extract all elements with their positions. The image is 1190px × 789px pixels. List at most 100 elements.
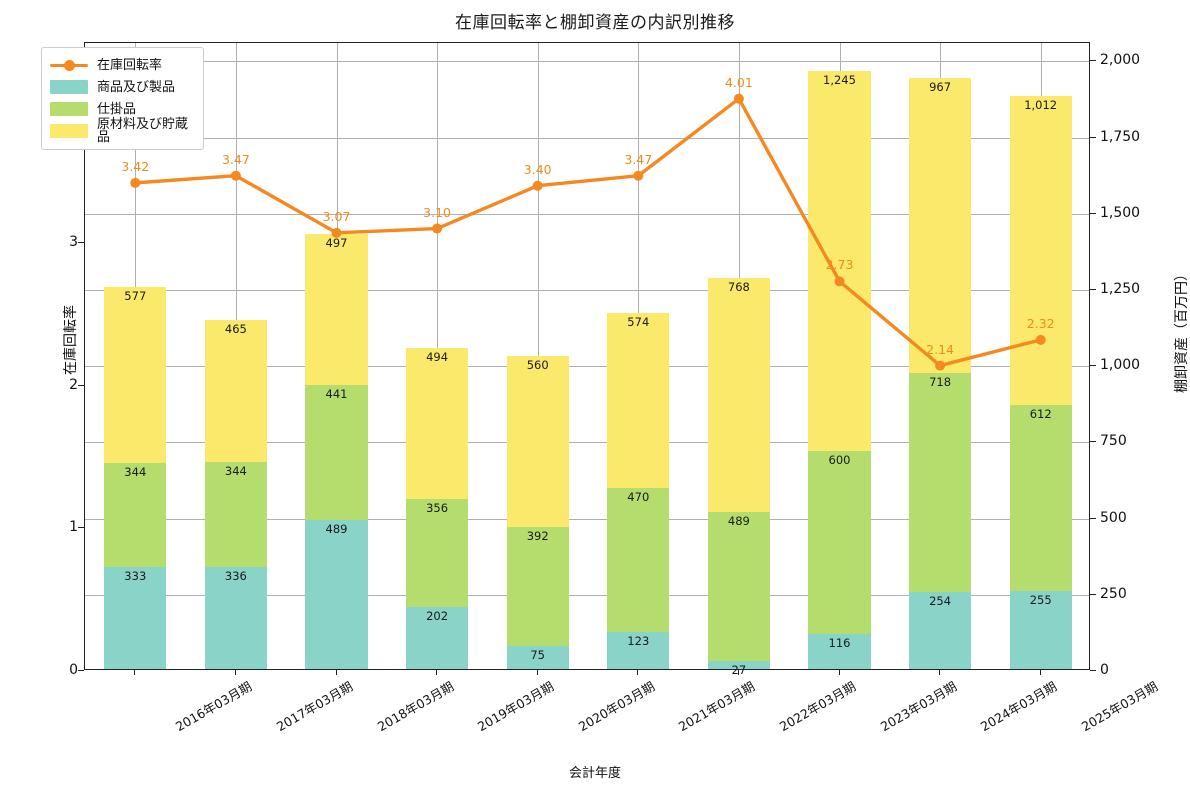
- line-data-point[interactable]: [834, 276, 845, 287]
- bar-group[interactable]: 116 600 1,245: [808, 41, 871, 669]
- bar-segment[interactable]: 718: [908, 372, 972, 592]
- bar-segment[interactable]: 116: [808, 633, 871, 669]
- line-data-point[interactable]: [230, 170, 241, 181]
- bar-group[interactable]: 75 392 560: [506, 41, 569, 669]
- tick-mark: [1090, 212, 1096, 214]
- bar-group[interactable]: 202 356 494: [405, 41, 469, 669]
- tick-mark: [1090, 288, 1096, 290]
- bar-group[interactable]: 333 344 577: [104, 41, 167, 669]
- y-axis-right-tick: 750: [1100, 433, 1127, 450]
- bar-value-label: 333: [124, 569, 147, 584]
- bar-value-label: 600: [828, 452, 851, 467]
- bar-segment[interactable]: 612: [1009, 404, 1072, 592]
- bar-group[interactable]: 27 489 768: [707, 41, 771, 677]
- tick-mark: [436, 670, 438, 675]
- bar-segment[interactable]: 768: [707, 277, 771, 512]
- bar-segment[interactable]: 1,012: [1009, 96, 1072, 405]
- bar-segment[interactable]: 123: [607, 631, 670, 669]
- bar-segment[interactable]: 392: [506, 526, 569, 647]
- tick-mark: [1090, 60, 1096, 62]
- line-data-point[interactable]: [532, 180, 543, 191]
- y-axis-left-tick: 3: [69, 233, 78, 250]
- legend-color-swatch: [50, 102, 88, 116]
- grid-line-horizontal: [85, 518, 1089, 520]
- y-axis-right-tick: 1,500: [1100, 204, 1141, 221]
- bar-segment[interactable]: 333: [104, 567, 167, 669]
- plot-area: 333 344 577 336 344 465 489 441 497 202 356 494 75 39…: [84, 41, 1090, 677]
- bar-group[interactable]: 254 718 967: [908, 41, 972, 669]
- line-value-label: 4.01: [724, 74, 753, 90]
- bar-segment[interactable]: 494: [405, 348, 469, 499]
- bar-segment[interactable]: 560: [506, 355, 569, 527]
- tick-mark: [335, 670, 337, 675]
- bar-segment[interactable]: 1,245: [808, 71, 871, 451]
- legend-label: 原材料及び貯蔵品: [97, 117, 189, 145]
- line-value-label: 3.42: [121, 158, 150, 174]
- bar-value-label: 494: [426, 350, 449, 365]
- grid-line-horizontal: [85, 594, 1089, 596]
- bar-value-label: 202: [426, 609, 449, 624]
- bar-segment[interactable]: 489: [707, 511, 771, 661]
- grid-line-horizontal: [85, 289, 1089, 291]
- bar-group[interactable]: 489 441 497: [305, 41, 368, 669]
- bar-segment[interactable]: 489: [305, 519, 368, 669]
- bar-segment[interactable]: 356: [405, 498, 469, 608]
- y-axis-right-tick: 0: [1100, 662, 1109, 678]
- tick-mark: [1090, 593, 1096, 595]
- bar-segment[interactable]: 344: [104, 462, 167, 568]
- y-axis-right-tick: 2,000: [1100, 52, 1141, 69]
- bar-value-label: 441: [325, 387, 348, 402]
- bar-group[interactable]: 123 470 574: [607, 41, 670, 669]
- bar-segment[interactable]: 336: [204, 566, 268, 669]
- line-data-point[interactable]: [733, 93, 744, 104]
- tick-mark: [1090, 670, 1096, 671]
- bar-value-label: 75: [530, 648, 545, 663]
- tick-mark: [536, 670, 538, 675]
- bar-value-label: 344: [124, 464, 147, 479]
- line-data-point[interactable]: [633, 170, 644, 181]
- bar-segment[interactable]: 470: [607, 488, 670, 632]
- line-data-point[interactable]: [1035, 334, 1046, 345]
- bar-segment[interactable]: 344: [204, 461, 268, 567]
- bar-segment[interactable]: 574: [607, 313, 670, 489]
- bar-value-label: 356: [426, 500, 449, 515]
- bar-segment[interactable]: 27: [707, 660, 771, 677]
- tick-mark: [78, 384, 84, 386]
- bar-segment[interactable]: 202: [405, 607, 469, 669]
- grid-line-horizontal: [85, 137, 1089, 139]
- line-value-label: 2.73: [825, 257, 854, 273]
- bar-group[interactable]: 255 612 1,012: [1009, 41, 1072, 669]
- line-value-label: 3.10: [423, 204, 452, 220]
- line-data-point[interactable]: [331, 227, 342, 238]
- tick-mark: [637, 670, 639, 675]
- bar-segment[interactable]: 254: [908, 591, 972, 669]
- legend-label: 仕掛品: [97, 101, 137, 117]
- bar-segment[interactable]: 255: [1009, 591, 1072, 669]
- tick-mark: [1090, 441, 1096, 443]
- legend-item[interactable]: 原材料及び貯蔵品: [50, 117, 195, 145]
- bar-segment[interactable]: 497: [305, 233, 368, 386]
- bar-segment[interactable]: 967: [908, 77, 972, 373]
- bar-segment[interactable]: 600: [808, 450, 871, 634]
- bar-segment[interactable]: 75: [506, 646, 569, 669]
- legend-item[interactable]: 仕掛品: [50, 98, 195, 120]
- bar-value-label: 27: [732, 663, 747, 677]
- y-axis-right-tick: 250: [1100, 585, 1127, 602]
- line-data-point[interactable]: [432, 223, 443, 234]
- bar-segment[interactable]: 441: [305, 385, 368, 520]
- line-data-point[interactable]: [935, 360, 946, 371]
- x-axis-tick-label: 2016年03月期: [173, 678, 255, 735]
- chart-title: 在庫回転率と棚卸資産の内訳別推移: [455, 13, 735, 33]
- legend-label: 商品及び製品: [97, 79, 176, 95]
- line-value-label: 3.47: [624, 151, 653, 167]
- x-axis-label: 会計年度: [568, 766, 621, 781]
- x-axis-tick-label: 2021年03月期: [676, 678, 758, 735]
- bar-segment[interactable]: 577: [104, 286, 167, 463]
- bar-group[interactable]: 336 344 465: [204, 41, 268, 669]
- legend-color-swatch: [50, 80, 88, 94]
- legend-item[interactable]: 在庫回転率: [50, 54, 195, 76]
- line-data-point[interactable]: [130, 177, 141, 188]
- legend-item[interactable]: 商品及び製品: [50, 76, 195, 98]
- bar-segment[interactable]: 465: [204, 319, 268, 462]
